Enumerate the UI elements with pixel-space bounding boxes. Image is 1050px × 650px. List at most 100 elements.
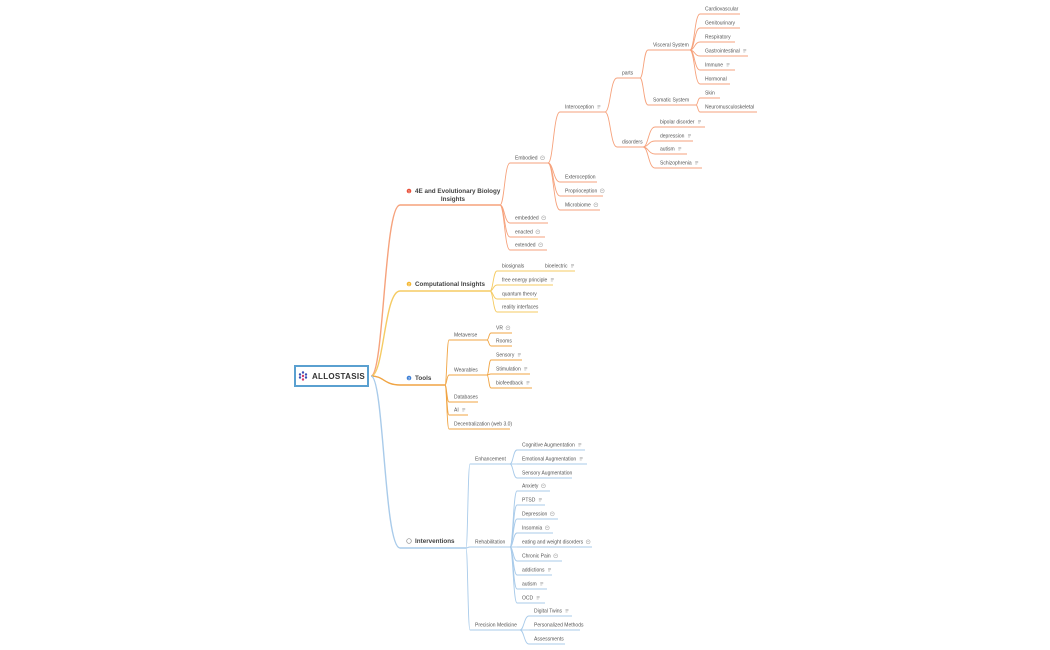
connector-skin (695, 97, 701, 106)
node-ptsd[interactable]: PTSD (522, 498, 536, 504)
node-insom[interactable]: Insomnia (522, 526, 543, 532)
node-pain[interactable]: Chronic Pain (522, 554, 551, 560)
note-icon[interactable] (462, 408, 466, 412)
node-embedded[interactable]: embedded (515, 216, 539, 222)
node-cardio[interactable]: Cardiovascular (705, 7, 739, 13)
node-somatic[interactable]: Somatic System (653, 98, 689, 104)
node-skin[interactable]: Skin (705, 91, 715, 97)
node-biofb[interactable]: biofeedback (496, 381, 523, 387)
node-prec[interactable]: Precision Medicine (475, 623, 517, 629)
note-icon[interactable] (726, 63, 730, 67)
node-neuro[interactable]: Neuromusculoskeletal (705, 105, 754, 111)
node-pers[interactable]: Personalized Methods (534, 623, 584, 629)
note-icon[interactable] (571, 264, 575, 268)
note-icon[interactable] (548, 568, 552, 572)
node-disorders[interactable]: disorders (622, 140, 643, 146)
collapse-icon[interactable] (538, 242, 543, 248)
node-meta[interactable]: Metaverse (454, 333, 478, 339)
node-extended[interactable]: extended (515, 243, 536, 249)
note-icon[interactable] (565, 609, 569, 613)
node-db[interactable]: Databases (454, 395, 478, 401)
note-icon[interactable] (517, 353, 521, 357)
collapse-icon[interactable] (585, 539, 591, 545)
node-intero[interactable]: Interoception (565, 105, 594, 111)
node-vr[interactable]: VR (496, 326, 503, 332)
node-rehab[interactable]: Rehabilitation (475, 540, 506, 546)
collapse-icon[interactable] (593, 202, 599, 208)
collapse-icon[interactable] (541, 215, 546, 221)
note-icon[interactable] (578, 443, 582, 447)
root-topic[interactable]: ALLOSTASIS (294, 365, 369, 387)
note-icon[interactable] (678, 147, 682, 151)
node-assess[interactable]: Assessments (534, 637, 564, 643)
node-biosig[interactable]: biosignals (502, 264, 525, 270)
topic-comp[interactable]: Computational Insights (415, 281, 485, 288)
node-hormonal[interactable]: Hormonal (705, 77, 727, 83)
node-twins[interactable]: Digital Twins (534, 609, 562, 615)
note-icon[interactable] (550, 278, 554, 282)
topic-int[interactable]: Interventions (415, 538, 455, 545)
collapse-icon[interactable] (541, 483, 546, 489)
collapse-icon[interactable] (540, 155, 545, 161)
note-icon[interactable] (687, 134, 691, 138)
topic-label-line2[interactable]: Insights (441, 196, 466, 203)
node-bipolar[interactable]: bipolar disorder (660, 120, 695, 126)
node-embodied[interactable]: Embodied (515, 156, 538, 162)
note-icon[interactable] (697, 120, 701, 124)
collapse-icon[interactable] (600, 188, 605, 194)
collapse-icon[interactable] (505, 325, 511, 331)
node-ocd[interactable]: OCD (522, 596, 534, 602)
topic-label-line1[interactable]: 4E and Evolutionary Biology (415, 188, 501, 195)
node-decent[interactable]: Decentralization (web 3.0) (454, 422, 512, 428)
node-stim[interactable]: Stimulation (496, 367, 521, 373)
node-fep[interactable]: free energy principle (502, 278, 548, 284)
node-reality[interactable]: reality interfaces (502, 305, 539, 311)
note-icon[interactable] (743, 49, 747, 53)
node-quantum[interactable]: quantum theory (502, 292, 537, 298)
collapse-icon[interactable] (535, 229, 541, 235)
node-visceral[interactable]: Visceral System (653, 43, 689, 49)
connector-somatic (639, 77, 649, 106)
node-gastro[interactable]: Gastrointestinal (705, 49, 740, 55)
node-schizo[interactable]: Schizophrenia (660, 161, 692, 167)
note-icon[interactable] (540, 582, 544, 586)
connector-wear (444, 374, 450, 386)
node-enh[interactable]: Enhancement (475, 457, 506, 463)
node-anx[interactable]: Anxiety (522, 484, 539, 490)
node-sensory[interactable]: Sensory (496, 353, 515, 359)
collapse-icon[interactable] (545, 525, 550, 531)
root-label: ALLOSTASIS (311, 371, 366, 381)
node-parts[interactable]: parts (622, 71, 634, 77)
node-rooms[interactable]: Rooms (496, 339, 512, 345)
node-depr1[interactable]: depression (660, 134, 685, 140)
node-immune[interactable]: Immune (705, 63, 723, 69)
note-icon[interactable] (695, 161, 699, 165)
note-icon[interactable] (526, 381, 530, 385)
node-eating[interactable]: eating and weight disorders (522, 540, 584, 546)
note-icon[interactable] (579, 457, 583, 461)
connector-tools (370, 375, 401, 386)
node-bioel[interactable]: bioelectric (545, 264, 568, 270)
collapse-icon[interactable] (553, 553, 558, 559)
node-autism2[interactable]: autism (522, 582, 537, 588)
node-addict[interactable]: addictions (522, 568, 545, 574)
node-sens[interactable]: Sensory Augmentation (522, 471, 573, 477)
node-autism1[interactable]: autism (660, 147, 675, 153)
node-enacted[interactable]: enacted (515, 230, 533, 236)
note-icon[interactable] (597, 105, 601, 109)
node-wear[interactable]: Wearables (454, 368, 478, 374)
note-icon[interactable] (538, 498, 542, 502)
node-resp[interactable]: Respiratory (705, 35, 731, 41)
node-extero[interactable]: Exteroception (565, 175, 596, 181)
node-genito[interactable]: Genitourinary (705, 21, 736, 27)
node-proprio[interactable]: Proprioception (565, 189, 597, 195)
node-emo[interactable]: Emotional Augmentation (522, 457, 576, 463)
note-icon[interactable] (536, 596, 540, 600)
note-icon[interactable] (524, 367, 528, 371)
node-depr2[interactable]: Depression (522, 512, 548, 518)
node-micro[interactable]: Microbiome (565, 203, 591, 209)
node-cog[interactable]: Cognitive Augmentation (522, 443, 575, 449)
node-ai[interactable]: AI (454, 408, 459, 414)
topic-tools[interactable]: Tools (415, 375, 432, 382)
collapse-icon[interactable] (550, 511, 555, 517)
